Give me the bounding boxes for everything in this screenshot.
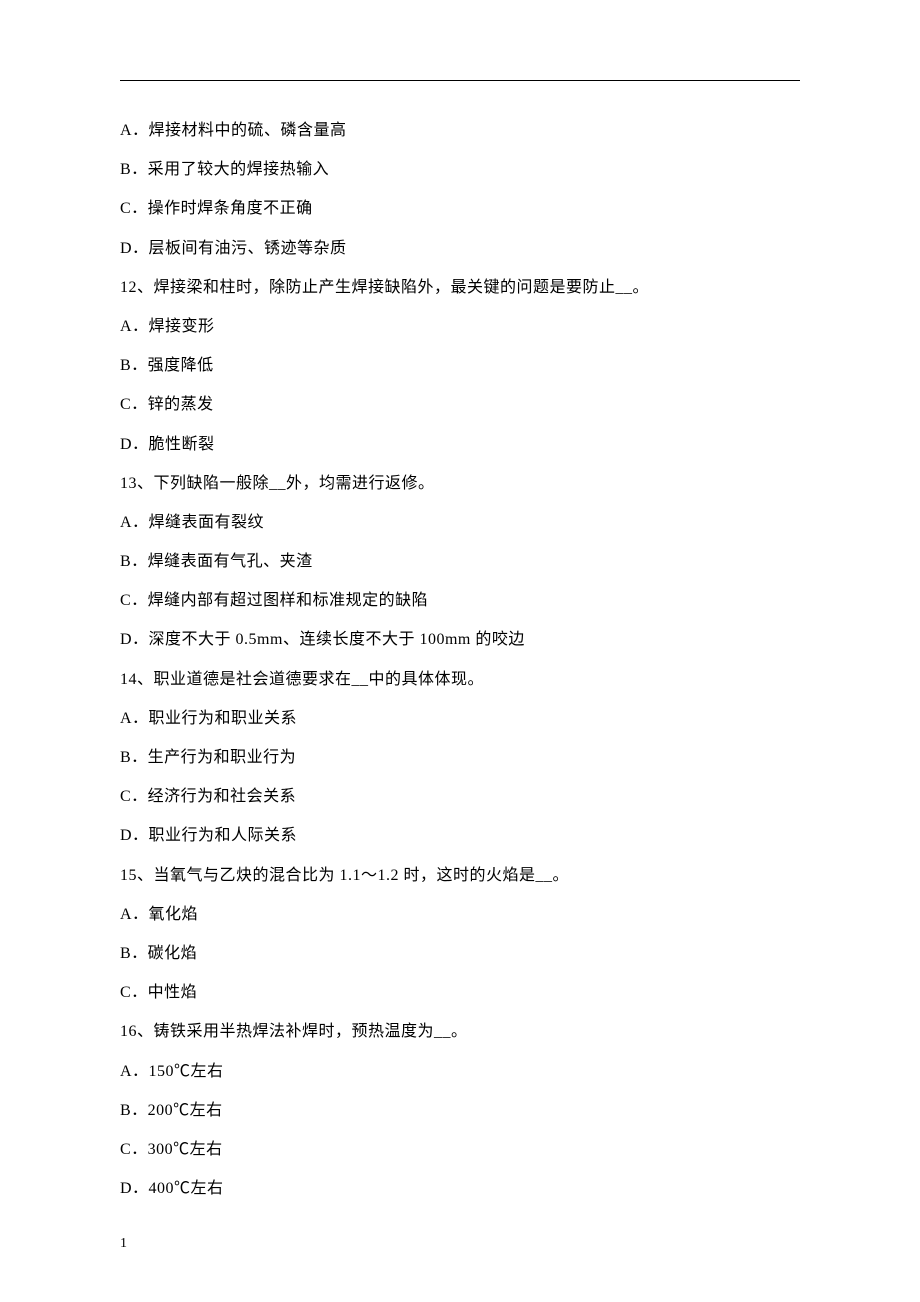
document-page: A．焊接材料中的硫、磷含量高 B．采用了较大的焊接热输入 C．操作时焊条角度不正… xyxy=(0,0,920,1248)
q12-option-d: D．脆性断裂 xyxy=(120,425,800,464)
q11-option-d: D．层板间有油污、锈迹等杂质 xyxy=(120,229,800,268)
q12-option-a: A．焊接变形 xyxy=(120,307,800,346)
q11-option-b: B．采用了较大的焊接热输入 xyxy=(120,150,800,189)
q13-option-d: D．深度不大于 0.5mm、连续长度不大于 100mm 的咬边 xyxy=(120,620,800,659)
header-rule xyxy=(120,80,800,81)
q15-option-c: C．中性焰 xyxy=(120,973,800,1012)
q12-stem: 12、焊接梁和柱时，除防止产生焊接缺陷外，最关键的问题是要防止__。 xyxy=(120,268,800,307)
page-number: 1 xyxy=(120,1236,127,1252)
q16-stem: 16、铸铁采用半热焊法补焊时，预热温度为__。 xyxy=(120,1012,800,1051)
q12-option-c: C．锌的蒸发 xyxy=(120,385,800,424)
q13-option-c: C．焊缝内部有超过图样和标准规定的缺陷 xyxy=(120,581,800,620)
q14-option-a: A．职业行为和职业关系 xyxy=(120,699,800,738)
q13-option-a: A．焊缝表面有裂纹 xyxy=(120,503,800,542)
q15-option-b: B．碳化焰 xyxy=(120,934,800,973)
q14-option-b: B．生产行为和职业行为 xyxy=(120,738,800,777)
q16-option-a: A．150℃左右 xyxy=(120,1052,800,1091)
q11-option-a: A．焊接材料中的硫、磷含量高 xyxy=(120,111,800,150)
q15-stem: 15、当氧气与乙炔的混合比为 1.1～1.2 时，这时的火焰是__。 xyxy=(120,856,800,895)
q16-option-c: C．300℃左右 xyxy=(120,1130,800,1169)
q14-option-d: D．职业行为和人际关系 xyxy=(120,816,800,855)
q13-stem: 13、下列缺陷一般除__外，均需进行返修。 xyxy=(120,464,800,503)
q11-option-c: C．操作时焊条角度不正确 xyxy=(120,189,800,228)
q14-option-c: C．经济行为和社会关系 xyxy=(120,777,800,816)
q16-option-b: B．200℃左右 xyxy=(120,1091,800,1130)
q14-stem: 14、职业道德是社会道德要求在__中的具体体现。 xyxy=(120,660,800,699)
q12-option-b: B．强度降低 xyxy=(120,346,800,385)
q16-option-d: D．400℃左右 xyxy=(120,1169,800,1208)
q13-option-b: B．焊缝表面有气孔、夹渣 xyxy=(120,542,800,581)
q15-option-a: A．氧化焰 xyxy=(120,895,800,934)
